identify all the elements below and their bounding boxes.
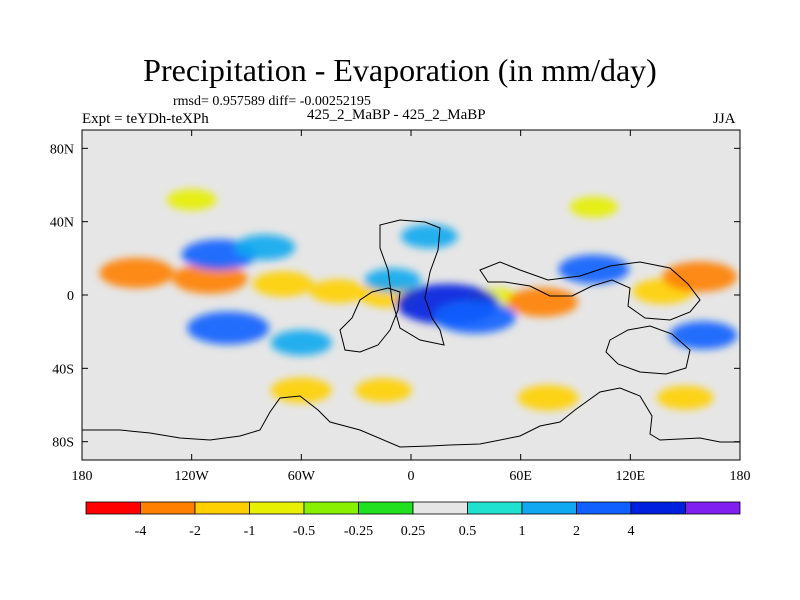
field-layer	[99, 188, 738, 411]
field-region-0	[99, 257, 175, 289]
coastline-asia	[479, 261, 701, 321]
y-axis: 80N 40N 0 40S 80S	[50, 142, 740, 451]
colorbar-label-4: -0.25	[344, 524, 373, 539]
colorbar-label-2: -1	[244, 524, 256, 539]
field-region-11	[187, 311, 270, 345]
colorbar-swatch-4	[303, 501, 359, 515]
colorbar-label-5: 0.25	[401, 524, 426, 539]
colorbar-swatch-2	[194, 501, 250, 515]
colorbar-swatch-5	[358, 501, 414, 515]
chart-title: Precipitation - Evaporation (in mm/day)	[143, 52, 657, 88]
colorbar-label-6: 0.5	[459, 524, 477, 539]
field-region-23	[166, 188, 217, 211]
field-region-16	[558, 254, 630, 284]
field-region-17	[400, 224, 458, 249]
colorbar-label-9: 4	[628, 524, 635, 539]
field-region-21	[517, 384, 579, 411]
field-region-19	[270, 377, 332, 404]
x-tick-label-2: 60W	[288, 469, 316, 484]
field-region-13	[364, 268, 422, 293]
experiment-label: Expt = teYDh-teXPh	[82, 111, 209, 127]
colorbar-swatch-8	[521, 501, 577, 515]
field-region-22	[656, 385, 714, 410]
colorbar-label-8: 2	[573, 524, 580, 539]
colorbar-label-7: 1	[519, 524, 526, 539]
field-region-20	[355, 378, 412, 403]
coastline-layer	[82, 219, 740, 448]
x-tick-label-1: 120W	[175, 469, 210, 484]
y-tick-label-0: 80N	[50, 142, 74, 157]
colorbar-swatch-11	[685, 501, 741, 515]
colorbar-swatch-7	[467, 501, 523, 515]
field-region-3	[309, 279, 367, 304]
coastline-south-america	[339, 287, 401, 353]
colorbar-swatch-6	[412, 501, 468, 515]
stats-text: rmsd= 0.957589 diff= -0.00252195	[173, 94, 371, 109]
y-tick-label-2: 0	[67, 289, 74, 304]
period-label: 425_2_MaBP - 425_2_MaBP	[307, 107, 486, 123]
field-region-24	[569, 196, 618, 218]
x-axis: 180 120W 60W 0 60E 120E 180	[72, 130, 751, 484]
coastline-australia	[605, 325, 691, 375]
y-tick-label-1: 40N	[50, 216, 74, 231]
x-tick-label-0: 180	[72, 469, 93, 484]
field-region-1	[172, 263, 248, 294]
x-tick-label-4: 60E	[509, 469, 532, 484]
coastline-antarctica	[82, 387, 740, 448]
season-label: JJA	[713, 111, 736, 127]
field-region-12	[270, 329, 332, 356]
colorbar-label-0: -4	[135, 524, 147, 539]
y-tick-label-4: 80S	[52, 436, 74, 451]
colorbar-swatch-3	[249, 501, 305, 515]
x-tick-label-5: 120E	[616, 469, 646, 484]
y-tick-label-3: 40S	[52, 362, 74, 377]
colorbar-swatch-0	[85, 501, 141, 515]
x-tick-label-6: 180	[730, 469, 751, 484]
colorbar-label-1: -2	[189, 524, 201, 539]
colorbar-label-3: -0.5	[293, 524, 315, 539]
field-region-6	[507, 287, 578, 317]
colorbar-swatch-10	[630, 501, 686, 515]
colorbar-swatch-9	[576, 501, 632, 515]
field-region-8	[662, 261, 738, 293]
field-region-15	[434, 300, 516, 334]
field-region-10	[234, 234, 296, 261]
colorbar-swatch-1	[140, 501, 196, 515]
x-tick-label-3: 0	[408, 469, 415, 484]
field-region-18	[669, 321, 738, 350]
field-region-2	[252, 271, 314, 297]
coastline-africa	[379, 219, 445, 346]
colorbar: -4 -2 -1 -0.5 -0.25 0.25 0.5 1 2 4	[85, 501, 741, 539]
